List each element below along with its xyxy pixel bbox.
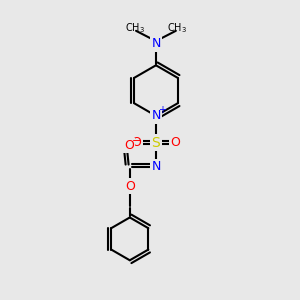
Text: CH$_3$: CH$_3$ xyxy=(167,22,187,35)
Text: N: N xyxy=(151,160,160,173)
Text: N: N xyxy=(151,38,160,50)
Text: O: O xyxy=(170,136,180,149)
Text: O: O xyxy=(125,180,135,193)
Text: S: S xyxy=(152,136,160,150)
Text: N: N xyxy=(151,109,160,122)
Text: +: + xyxy=(158,105,166,115)
Text: CH$_3$: CH$_3$ xyxy=(124,22,145,35)
Text: −: − xyxy=(132,136,142,146)
Text: O: O xyxy=(132,136,142,149)
Text: O: O xyxy=(124,139,134,152)
